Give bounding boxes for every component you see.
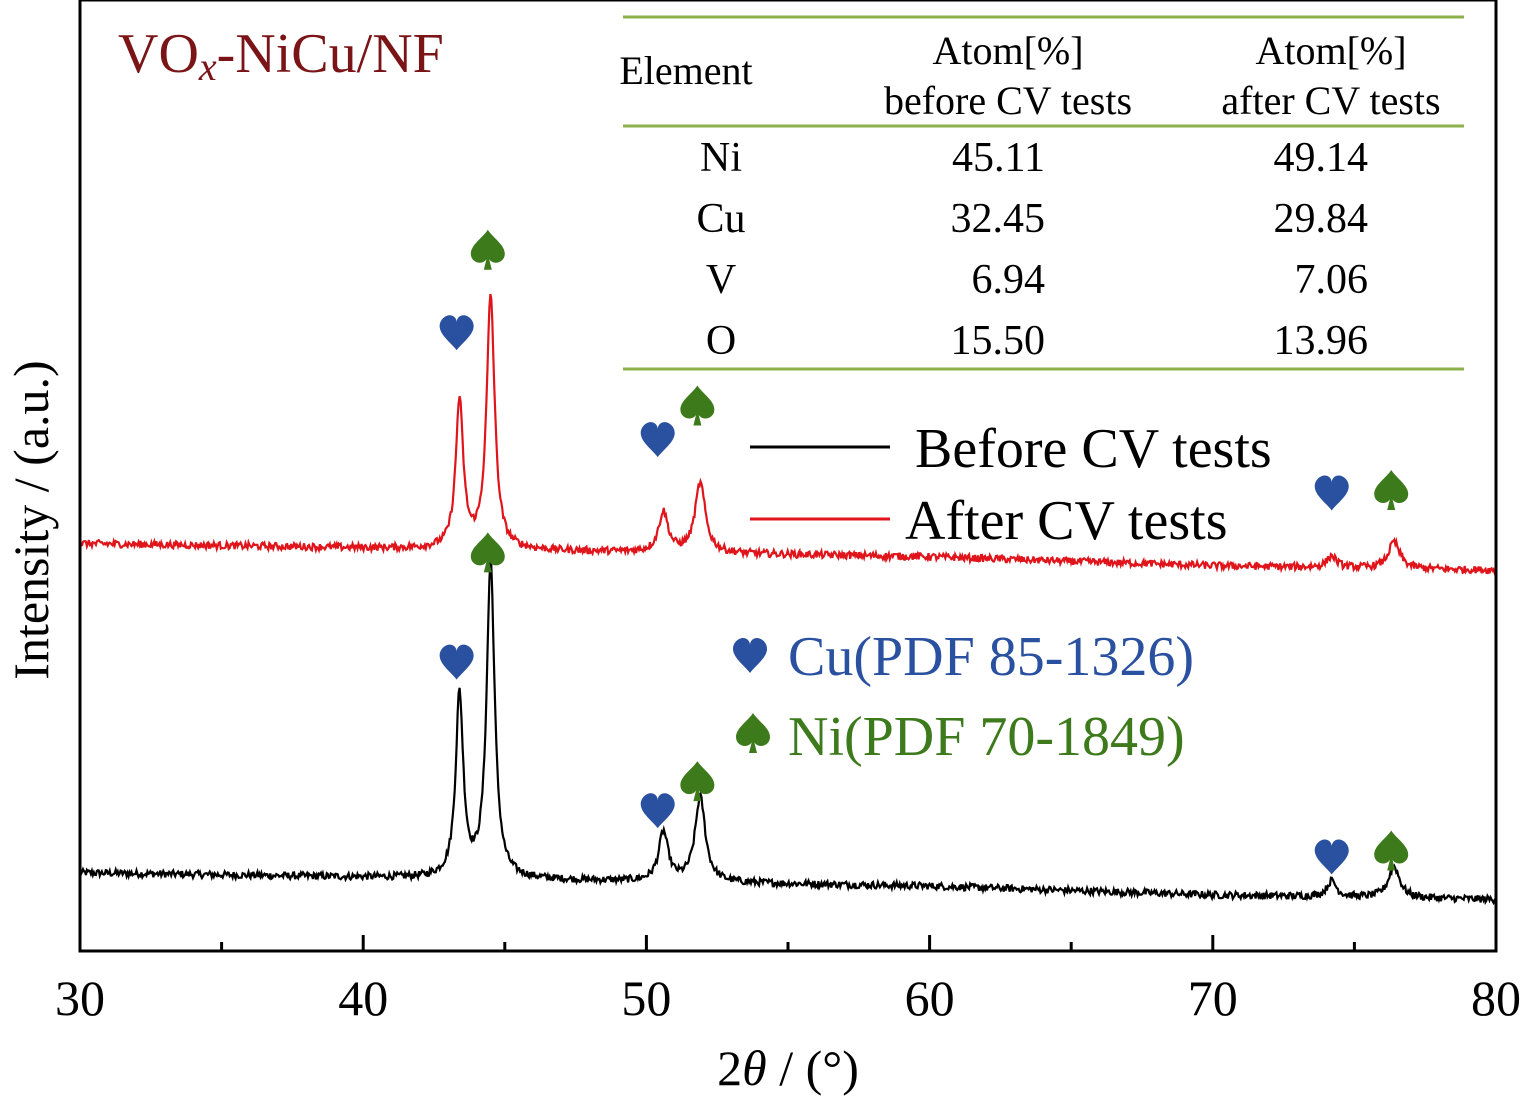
x-tick-label: 70 [1188,970,1238,1026]
ni-peak-marker [1374,830,1409,871]
ni-peak-marker [680,385,715,426]
cu-peak-marker [1314,839,1349,875]
cu-peak-marker [640,422,675,458]
x-axis: 30 40 50 60 70 80 [55,935,1521,1026]
phase-legend-label: Cu(PDF 85-1326) [788,626,1194,688]
table-cell-after: 13.96 [1274,318,1369,364]
phase-legend: Cu(PDF 85-1326) Ni(PDF 70-1849) [733,626,1194,768]
x-axis-label: 2θ / (°) [717,1040,859,1096]
table-cell-element: V [706,257,736,303]
sample-label-subscript: x [198,44,217,89]
ni-peak-marker [470,229,505,270]
x-tick-label: 60 [905,970,955,1026]
cu-peak-marker [1314,475,1349,511]
table-cell-element: Cu [696,196,745,242]
phase-legend-label: Ni(PDF 70-1849) [788,706,1185,768]
series-legend: Before CV tests After CV tests [750,418,1272,552]
table-cell-before: 15.50 [951,318,1046,364]
legend-label: Before CV tests [915,418,1272,480]
table-cell-element: Ni [700,135,742,181]
legend-spade-icon [736,713,770,753]
cu-peak-marker [439,315,474,351]
table-cell-before: 45.11 [952,135,1045,181]
table-cell-after: 7.06 [1295,257,1369,303]
series-line-after [79,293,1497,576]
legend-heart-icon [733,638,767,673]
table-rows: Ni 45.11 49.14 Cu 32.45 29.84 V 6.94 7.06 O 15.50 1… [696,135,1368,364]
marker-layer [439,229,1409,875]
ni-peak-marker [1374,470,1409,511]
x-tick-label: 50 [621,970,671,1026]
composition-table: Element Atom[%] before CV tests Atom[%] … [619,15,1464,371]
table-cell-before: 32.45 [951,196,1046,242]
sample-label: VOx-NiCu/NF [118,23,444,89]
legend-label: After CV tests [905,490,1228,552]
x-tick-label: 40 [338,970,388,1026]
table-cell-after: 29.84 [1274,196,1369,242]
table-cell-after: 49.14 [1274,135,1369,181]
sample-label-rest: -NiCu/NF [217,23,444,85]
table-header-element: Element [619,48,752,93]
sample-label-main: VO [118,23,199,85]
table-cell-before: 6.94 [972,257,1046,303]
ni-peak-marker [680,761,715,802]
cu-peak-marker [439,644,474,680]
series-line-before [78,560,1497,906]
cu-peak-marker [640,793,675,829]
series-layer [78,293,1497,906]
ni-peak-marker [470,532,505,573]
table-header-after-line2: after CV tests [1221,78,1440,123]
table-header-before-line2: before CV tests [884,78,1132,123]
table-header-after-line1: Atom[%] [1255,28,1406,73]
table-cell-element: O [706,318,736,364]
x-tick-label: 80 [1471,970,1521,1026]
y-axis-label: Intensity / (a.u.) [3,360,59,679]
x-tick-label: 30 [55,970,105,1026]
table-header-before-line1: Atom[%] [932,28,1083,73]
